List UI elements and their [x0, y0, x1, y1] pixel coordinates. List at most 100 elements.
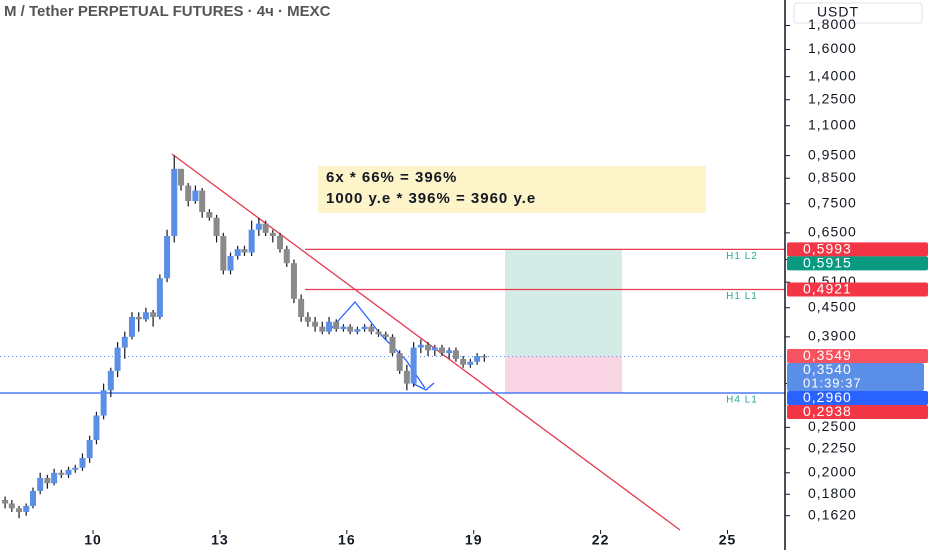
y-tick-label: 1,2500 [808, 90, 857, 106]
candle-body [319, 326, 326, 332]
candle-body [206, 212, 213, 218]
candle-body [368, 326, 375, 332]
candle-body [227, 256, 234, 271]
candle-body [23, 505, 30, 512]
candle-body [234, 249, 241, 257]
candle-body [460, 358, 467, 365]
arrow-head [413, 382, 435, 391]
y-tick-label: 0,9500 [808, 146, 857, 162]
level-tag: H1 L2 [726, 251, 758, 262]
y-tick-label: 0,3900 [808, 328, 857, 344]
x-tick-label: 10 [84, 532, 102, 548]
candle-body [269, 232, 276, 236]
candle-body [326, 321, 333, 332]
candle-body [340, 326, 347, 330]
candle-body [354, 329, 361, 332]
y-tick-label: 0,2500 [808, 418, 857, 434]
candle-body [410, 347, 417, 384]
y-tick-label: 0,4500 [808, 298, 857, 314]
price-tag-label: 0,3549 [803, 347, 852, 363]
profit-zone [505, 249, 622, 357]
price-tag [787, 391, 928, 406]
candle-body [304, 316, 311, 322]
candle-body [58, 472, 65, 475]
price-tag [787, 405, 928, 420]
candle-body [44, 477, 51, 484]
candle-body [121, 336, 128, 348]
y-tick-label: 0,1800 [808, 485, 857, 501]
candle-body [481, 355, 488, 358]
level-tag: H1 L1 [726, 291, 758, 302]
y-tick-label: 1,4000 [808, 67, 857, 83]
x-tick-label: 13 [211, 532, 229, 548]
candle-body [474, 355, 481, 362]
loss-zone [505, 356, 622, 393]
candle-body [248, 229, 255, 253]
candle-body [8, 503, 15, 509]
level-tag: H4 L1 [726, 395, 758, 406]
candle-body [37, 477, 44, 491]
y-tick-label: 1,8000 [808, 16, 857, 32]
candle-body [93, 415, 100, 440]
candle-body [114, 347, 121, 371]
y-tick-label: 0,7500 [808, 194, 857, 210]
annotation-text: 6x * 66% = 396% [326, 169, 457, 186]
candle-body [438, 347, 445, 354]
y-tick-label: 1,6000 [808, 40, 857, 56]
candle-body [312, 321, 319, 327]
y-tick-label: 0,2000 [808, 463, 857, 479]
candle-body [255, 223, 262, 230]
annotation-text: 1000 y.e * 396% = 3960 y.e [326, 190, 536, 207]
y-tick-label: 0,1620 [808, 506, 857, 522]
candle-body [213, 217, 220, 236]
candle-body [86, 439, 93, 459]
y-tick-label: 0,2250 [808, 440, 857, 456]
candle-body [142, 312, 149, 320]
candle-body [65, 469, 72, 475]
candle-body [171, 168, 178, 236]
price-tag-label: 0,4921 [803, 281, 852, 297]
candle-body [389, 336, 396, 354]
candle-body [467, 361, 474, 365]
candle-body [2, 499, 9, 504]
price-tag [787, 349, 928, 364]
price-tag-label: 0,2938 [803, 403, 852, 419]
candle-body [241, 249, 248, 253]
candle-body [382, 334, 389, 337]
candle-body [164, 235, 171, 279]
price-tag [787, 242, 928, 257]
candle-body [16, 508, 23, 512]
plot-area: H1 L2 H1 L1 H4 L1 6x * 66% = 396% 1000 y.e *… [0, 153, 785, 531]
x-tick-label: 25 [719, 532, 737, 548]
y-tick-label: 0,8500 [808, 169, 857, 185]
currency-box [793, 2, 923, 24]
candle-body [199, 190, 206, 213]
candle-body [51, 472, 58, 484]
x-tick-label: 22 [592, 532, 610, 548]
candle-body [452, 350, 459, 359]
candle-body [425, 344, 432, 351]
candle-body [361, 326, 368, 330]
candle-body [276, 235, 283, 250]
candle-body [72, 467, 79, 470]
candle-body [150, 312, 157, 317]
x-tick-label: 16 [338, 532, 356, 548]
candle-body [375, 331, 382, 335]
candle-body [107, 370, 114, 391]
candle-body [156, 278, 163, 317]
annotation-box [318, 166, 706, 213]
currency: USDT [817, 4, 859, 20]
candle-body [100, 390, 107, 416]
price-tag [787, 282, 928, 297]
candle-body [417, 344, 424, 348]
price-tag-label: 0,3540 [803, 361, 852, 377]
trendline [171, 153, 681, 531]
candle-body [333, 321, 340, 330]
price-tag-label: 0,5915 [803, 255, 852, 271]
candle-body [262, 223, 269, 233]
countdown: 01:39:37 [803, 375, 862, 390]
candle-body [185, 185, 192, 202]
